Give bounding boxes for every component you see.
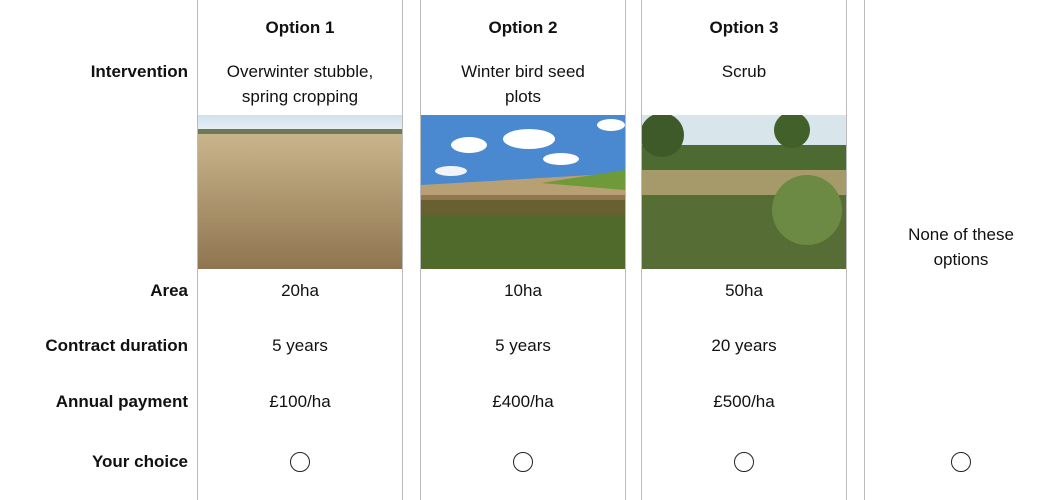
choice-radio[interactable] xyxy=(290,452,310,472)
row-label: Your choice xyxy=(92,450,188,474)
choice-card: Option 1 Overwinter stubble,spring croppi… xyxy=(0,0,1057,500)
option-column: Option 1 Overwinter stubble,spring croppi… xyxy=(197,0,403,500)
none-option-text: None of these xyxy=(865,223,1057,247)
choice-radio[interactable] xyxy=(734,452,754,472)
area-value: 20ha xyxy=(198,279,402,303)
option-header: Option 2 xyxy=(421,16,625,40)
option-column: Option 3 Scrub 50ha 20 years £500/ha xyxy=(641,0,847,500)
area-value: 50ha xyxy=(642,279,846,303)
intervention-text: Scrub xyxy=(642,60,846,84)
intervention-text: Winter bird seed xyxy=(421,60,625,84)
option-header: Option 1 xyxy=(198,16,402,40)
payment-value: £100/ha xyxy=(198,390,402,414)
photo-bird-seed xyxy=(421,115,625,269)
none-option-text: options xyxy=(865,248,1057,272)
row-label: Annual payment xyxy=(56,390,188,414)
option-header: Option 3 xyxy=(642,16,846,40)
photo-stubble xyxy=(198,115,402,269)
duration-value: 5 years xyxy=(198,334,402,358)
row-label: Contract duration xyxy=(45,334,188,358)
row-label: Intervention xyxy=(91,60,188,84)
payment-value: £400/ha xyxy=(421,390,625,414)
intervention-text: Overwinter stubble, xyxy=(198,60,402,84)
intervention-text: plots xyxy=(421,85,625,109)
intervention-text: spring cropping xyxy=(198,85,402,109)
area-value: 10ha xyxy=(421,279,625,303)
choice-radio[interactable] xyxy=(513,452,533,472)
duration-value: 5 years xyxy=(421,334,625,358)
payment-value: £500/ha xyxy=(642,390,846,414)
duration-value: 20 years xyxy=(642,334,846,358)
row-label: Area xyxy=(150,279,188,303)
photo-scrub xyxy=(642,115,846,269)
choice-radio[interactable] xyxy=(951,452,971,472)
